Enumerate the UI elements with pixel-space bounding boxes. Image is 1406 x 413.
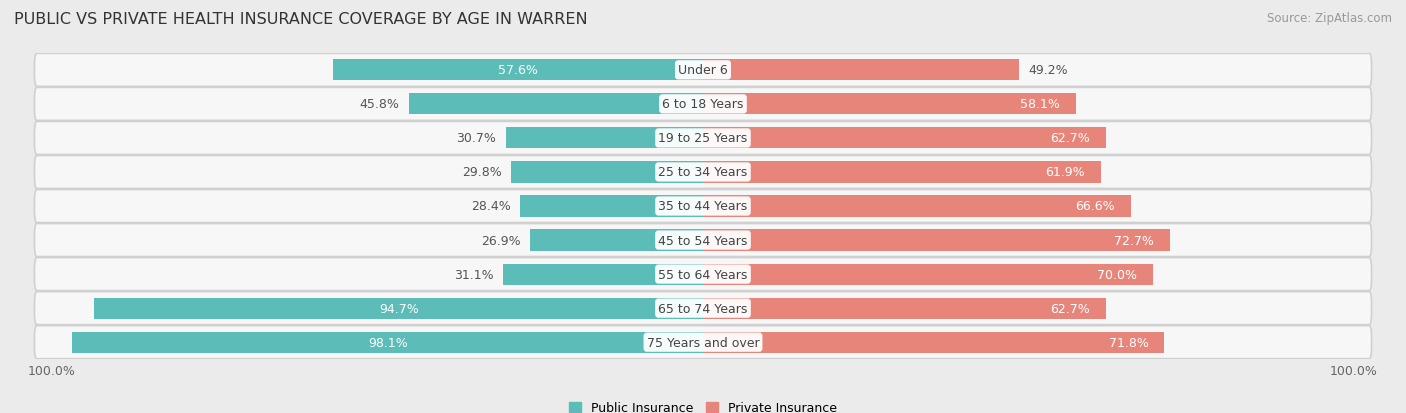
Bar (703, 264, 1153, 285)
Text: Source: ZipAtlas.com: Source: ZipAtlas.com (1267, 12, 1392, 25)
Text: 71.8%: 71.8% (1108, 336, 1149, 349)
Text: 57.6%: 57.6% (498, 64, 538, 77)
Bar (703, 230, 1170, 251)
Text: 29.8%: 29.8% (463, 166, 502, 179)
Text: Under 6: Under 6 (678, 64, 728, 77)
Bar (520, 196, 703, 217)
Bar (703, 94, 1077, 115)
Bar (512, 162, 703, 183)
Text: 45.8%: 45.8% (359, 98, 399, 111)
Bar (530, 230, 703, 251)
Text: 28.4%: 28.4% (471, 200, 510, 213)
Text: 94.7%: 94.7% (378, 302, 419, 315)
Bar (703, 128, 1107, 149)
Text: 6 to 18 Years: 6 to 18 Years (662, 98, 744, 111)
Text: 26.9%: 26.9% (481, 234, 520, 247)
Bar (503, 264, 703, 285)
Text: 62.7%: 62.7% (1050, 302, 1090, 315)
Text: PUBLIC VS PRIVATE HEALTH INSURANCE COVERAGE BY AGE IN WARREN: PUBLIC VS PRIVATE HEALTH INSURANCE COVER… (14, 12, 588, 27)
Text: 25 to 34 Years: 25 to 34 Years (658, 166, 748, 179)
Legend: Public Insurance, Private Insurance: Public Insurance, Private Insurance (562, 395, 844, 413)
FancyBboxPatch shape (35, 224, 1371, 257)
Text: 19 to 25 Years: 19 to 25 Years (658, 132, 748, 145)
FancyBboxPatch shape (35, 326, 1371, 359)
Text: 55 to 64 Years: 55 to 64 Years (658, 268, 748, 281)
FancyBboxPatch shape (35, 122, 1371, 155)
Text: 35 to 44 Years: 35 to 44 Years (658, 200, 748, 213)
Bar (409, 94, 703, 115)
Bar (703, 162, 1101, 183)
Text: 70.0%: 70.0% (1097, 268, 1137, 281)
Text: 65 to 74 Years: 65 to 74 Years (658, 302, 748, 315)
Text: 45 to 54 Years: 45 to 54 Years (658, 234, 748, 247)
FancyBboxPatch shape (35, 54, 1371, 87)
Bar (333, 60, 703, 81)
Text: 72.7%: 72.7% (1115, 234, 1154, 247)
Text: 31.1%: 31.1% (454, 268, 494, 281)
Text: 62.7%: 62.7% (1050, 132, 1090, 145)
Bar (703, 332, 1164, 353)
Bar (703, 60, 1019, 81)
FancyBboxPatch shape (35, 88, 1371, 121)
FancyBboxPatch shape (35, 258, 1371, 291)
Text: 66.6%: 66.6% (1076, 200, 1115, 213)
Text: 100.0%: 100.0% (1330, 364, 1378, 377)
Bar (94, 298, 703, 319)
Text: 75 Years and over: 75 Years and over (647, 336, 759, 349)
Bar (703, 298, 1107, 319)
FancyBboxPatch shape (35, 156, 1371, 189)
Text: 49.2%: 49.2% (1029, 64, 1069, 77)
Text: 58.1%: 58.1% (1021, 98, 1060, 111)
Bar (73, 332, 703, 353)
Bar (703, 196, 1130, 217)
FancyBboxPatch shape (35, 190, 1371, 223)
Text: 100.0%: 100.0% (28, 364, 76, 377)
Text: 61.9%: 61.9% (1045, 166, 1085, 179)
Text: 30.7%: 30.7% (456, 132, 496, 145)
Bar (506, 128, 703, 149)
Text: 98.1%: 98.1% (368, 336, 408, 349)
FancyBboxPatch shape (35, 292, 1371, 325)
